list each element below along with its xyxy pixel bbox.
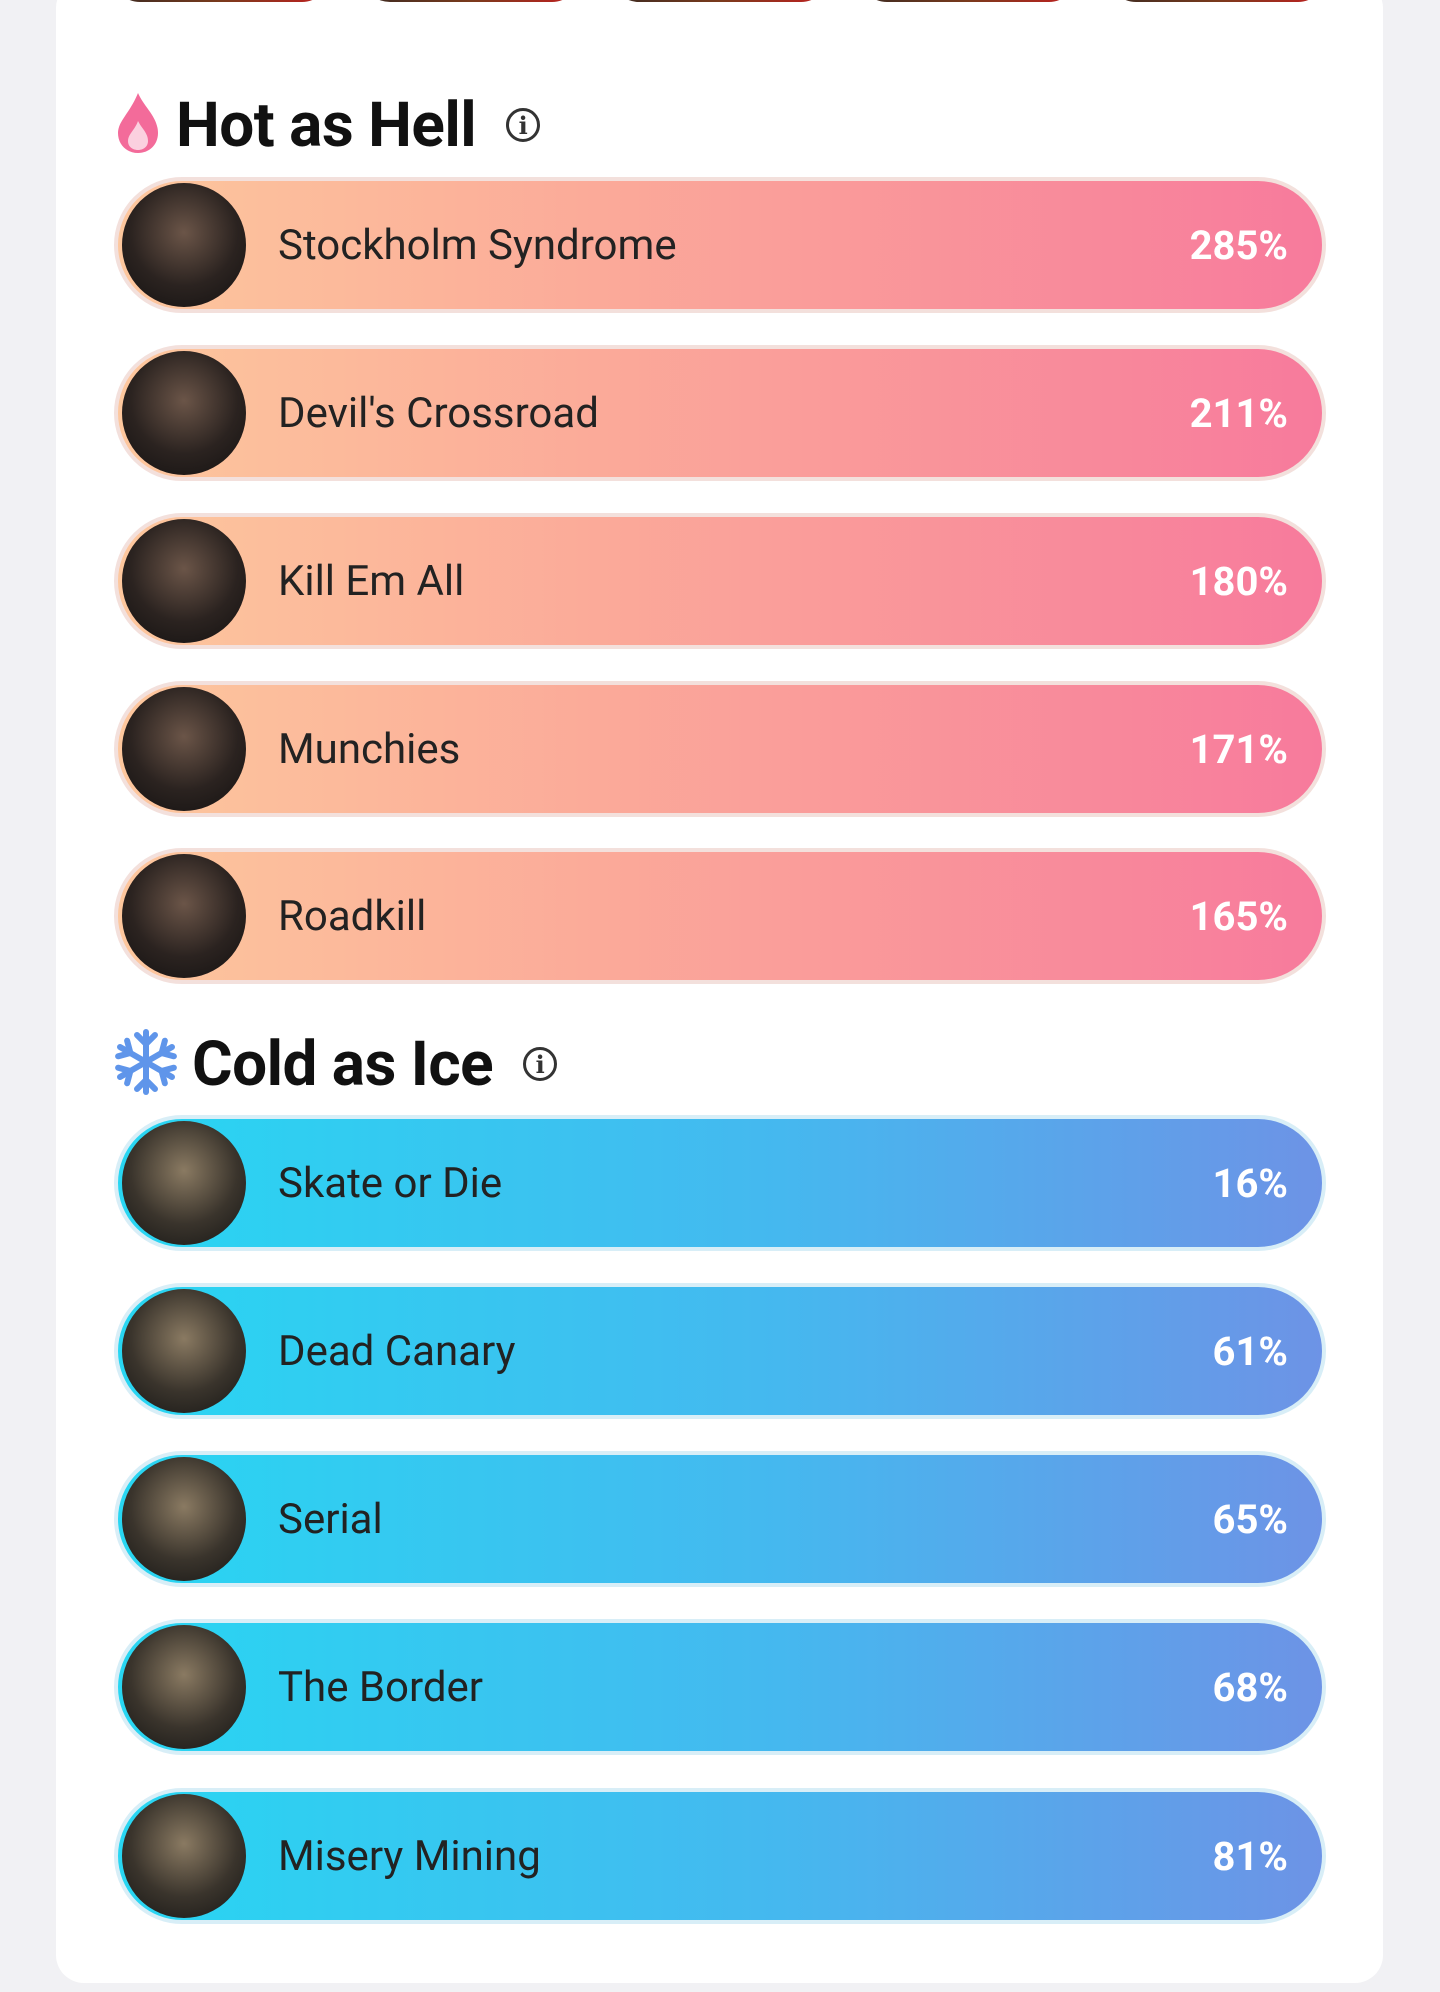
- avatar: [122, 1457, 246, 1581]
- avatar: [122, 519, 246, 643]
- thumbnail[interactable]: [611, 0, 829, 2]
- item-name: Roadkill: [278, 892, 1190, 941]
- thumbnail[interactable]: [1108, 0, 1326, 2]
- item-value: 16%: [1213, 1160, 1288, 1207]
- item-name: Misery Mining: [278, 1832, 1213, 1881]
- leaderboard-row[interactable]: The Border68%: [114, 1619, 1326, 1755]
- item-value: 285%: [1190, 222, 1288, 269]
- avatar: [122, 183, 246, 307]
- item-name: Kill Em All: [278, 557, 1190, 606]
- item-name: Skate or Die: [278, 1159, 1213, 1208]
- item-value: 81%: [1213, 1833, 1288, 1880]
- section-heading: Cold as Ice i: [114, 1024, 557, 1104]
- section-title: Hot as Hell: [176, 89, 476, 162]
- leaderboard-row[interactable]: Munchies171%: [114, 681, 1326, 817]
- leaderboard-row[interactable]: Dead Canary61%: [114, 1283, 1326, 1419]
- section-heading: Hot as Hell i: [114, 85, 540, 165]
- leaderboard-row[interactable]: Stockholm Syndrome285%: [114, 177, 1326, 313]
- info-button[interactable]: i: [523, 1047, 557, 1081]
- avatar: [122, 854, 246, 978]
- thumbnail[interactable]: [362, 0, 580, 2]
- item-value: 211%: [1190, 390, 1288, 437]
- thumbnail[interactable]: [859, 0, 1077, 2]
- avatar: [122, 687, 246, 811]
- item-value: 61%: [1213, 1328, 1288, 1375]
- item-value: 165%: [1190, 893, 1288, 940]
- item-name: Munchies: [278, 725, 1190, 774]
- thumbnail[interactable]: [112, 0, 330, 2]
- snowflake-icon: [114, 1028, 178, 1100]
- item-name: Dead Canary: [278, 1327, 1213, 1376]
- item-value: 65%: [1213, 1496, 1288, 1543]
- flame-icon: [114, 91, 162, 159]
- section-title: Cold as Ice: [192, 1028, 493, 1101]
- leaderboard-row[interactable]: Misery Mining81%: [114, 1788, 1326, 1924]
- item-name: Devil's Crossroad: [278, 389, 1190, 438]
- leaderboard-row[interactable]: Skate or Die16%: [114, 1115, 1326, 1251]
- leaderboard-row[interactable]: Kill Em All180%: [114, 513, 1326, 649]
- item-value: 171%: [1190, 726, 1288, 773]
- avatar: [122, 351, 246, 475]
- leaderboard-row[interactable]: Devil's Crossroad211%: [114, 345, 1326, 481]
- info-button[interactable]: i: [506, 108, 540, 142]
- leaderboard-row[interactable]: Roadkill165%: [114, 848, 1326, 984]
- item-name: The Border: [278, 1663, 1213, 1712]
- leaderboard-row[interactable]: Serial65%: [114, 1451, 1326, 1587]
- avatar: [122, 1794, 246, 1918]
- item-name: Stockholm Syndrome: [278, 221, 1190, 270]
- avatar: [122, 1289, 246, 1413]
- avatar: [122, 1625, 246, 1749]
- item-value: 180%: [1190, 558, 1288, 605]
- avatar: [122, 1121, 246, 1245]
- item-name: Serial: [278, 1495, 1213, 1544]
- item-value: 68%: [1213, 1664, 1288, 1711]
